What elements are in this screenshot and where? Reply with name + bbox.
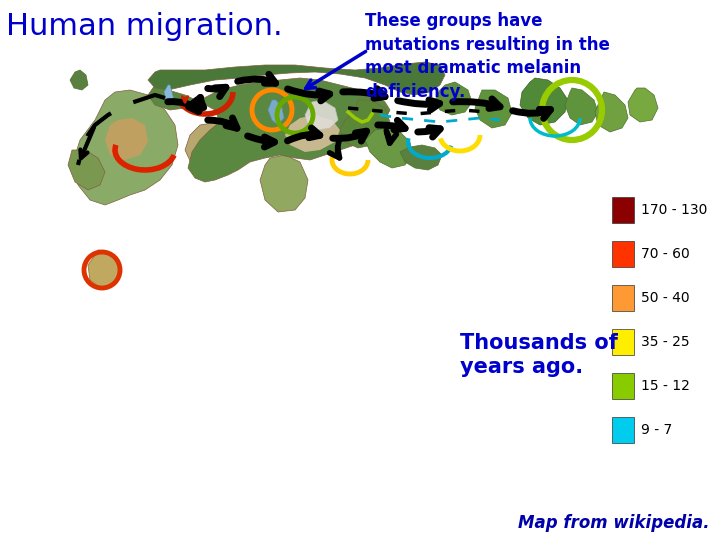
Polygon shape: [88, 250, 120, 288]
Text: 9 - 7: 9 - 7: [641, 423, 672, 437]
Polygon shape: [148, 78, 390, 182]
Text: Human migration.: Human migration.: [6, 12, 283, 41]
Polygon shape: [520, 78, 568, 125]
Polygon shape: [435, 82, 472, 115]
Polygon shape: [68, 150, 105, 190]
Text: 50 - 40: 50 - 40: [641, 291, 690, 305]
Bar: [612, 417, 634, 443]
Bar: [612, 329, 634, 355]
Bar: [612, 197, 634, 223]
Polygon shape: [72, 90, 178, 205]
Text: Thousands of
years ago.: Thousands of years ago.: [460, 333, 618, 377]
Polygon shape: [148, 62, 445, 95]
Polygon shape: [565, 88, 598, 125]
Text: 70 - 60: 70 - 60: [641, 247, 690, 261]
Polygon shape: [628, 88, 658, 122]
Text: Map from wikipedia.: Map from wikipedia.: [518, 514, 710, 532]
Polygon shape: [164, 85, 174, 105]
Text: 15 - 12: 15 - 12: [641, 379, 690, 393]
Text: 35 - 25: 35 - 25: [641, 335, 690, 349]
Polygon shape: [595, 92, 628, 132]
Text: These groups have
mutations resulting in the
most dramatic melanin
deficiency.: These groups have mutations resulting in…: [365, 12, 610, 101]
Polygon shape: [185, 122, 240, 172]
Polygon shape: [70, 70, 88, 90]
Bar: [612, 241, 634, 267]
Bar: [612, 285, 634, 311]
Polygon shape: [305, 100, 338, 130]
Polygon shape: [260, 155, 308, 212]
Polygon shape: [340, 100, 390, 148]
Polygon shape: [105, 118, 148, 160]
Bar: [612, 373, 634, 399]
Polygon shape: [285, 115, 340, 152]
Polygon shape: [365, 128, 412, 168]
Polygon shape: [475, 90, 512, 128]
Text: 170 - 130: 170 - 130: [641, 203, 707, 217]
Polygon shape: [268, 100, 284, 125]
Polygon shape: [400, 145, 442, 170]
